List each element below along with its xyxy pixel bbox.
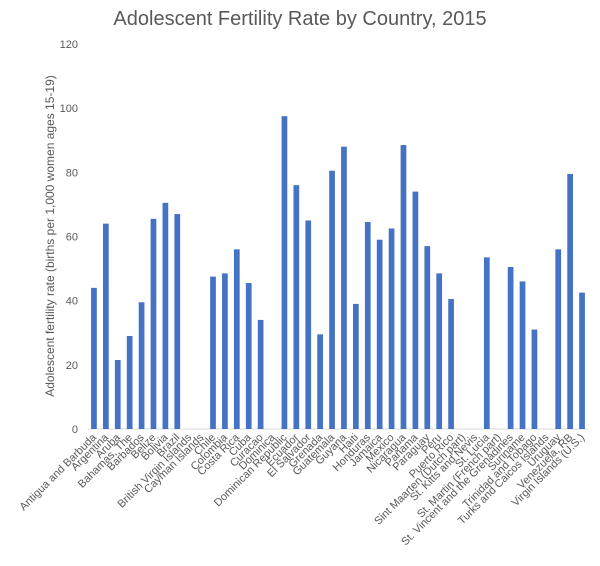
y-tick-label: 40 [66,296,78,308]
bar [448,299,454,429]
bar [507,266,514,429]
bar [305,220,312,429]
bar [317,334,323,429]
bar [376,239,383,429]
bar [293,185,300,429]
bar [162,202,169,429]
bar [222,273,228,429]
bar [138,302,145,429]
y-tick-label: 100 [60,103,78,115]
bar [436,273,443,429]
bar [114,360,121,429]
bar [210,276,216,429]
bar [424,246,431,429]
bar [519,281,526,429]
bar [555,249,562,429]
bar [353,303,359,429]
bars [91,116,585,429]
bar [103,223,109,429]
y-tick-label: 120 [60,39,78,51]
y-axis-title: Adolescent fertility rate (births per 1,… [43,75,57,397]
bar [388,228,395,429]
bar [233,249,240,429]
bar [400,145,407,429]
bar [245,283,252,429]
bar [150,218,157,429]
bar [412,191,419,429]
y-tick-label: 20 [66,360,78,372]
chart-title: Adolescent Fertility Rate by Country, 20… [113,8,486,30]
bar [364,222,371,429]
bar [341,146,347,429]
bar [174,214,181,429]
category-labels: Antigua and BarbudaArgentinaArubaBahamas… [17,431,587,548]
bar [567,173,573,429]
bar [579,292,585,429]
bar [483,257,490,429]
bar [91,287,97,429]
bar [329,170,335,429]
y-tick-label: 0 [72,424,78,436]
bar [281,116,288,429]
bar [257,319,264,429]
y-axis-ticks: 0 20 40 60 80 100 120 [60,39,78,436]
bar [126,335,133,429]
y-tick-label: 80 [66,167,78,179]
y-tick-label: 60 [66,232,78,244]
bar [531,329,538,429]
